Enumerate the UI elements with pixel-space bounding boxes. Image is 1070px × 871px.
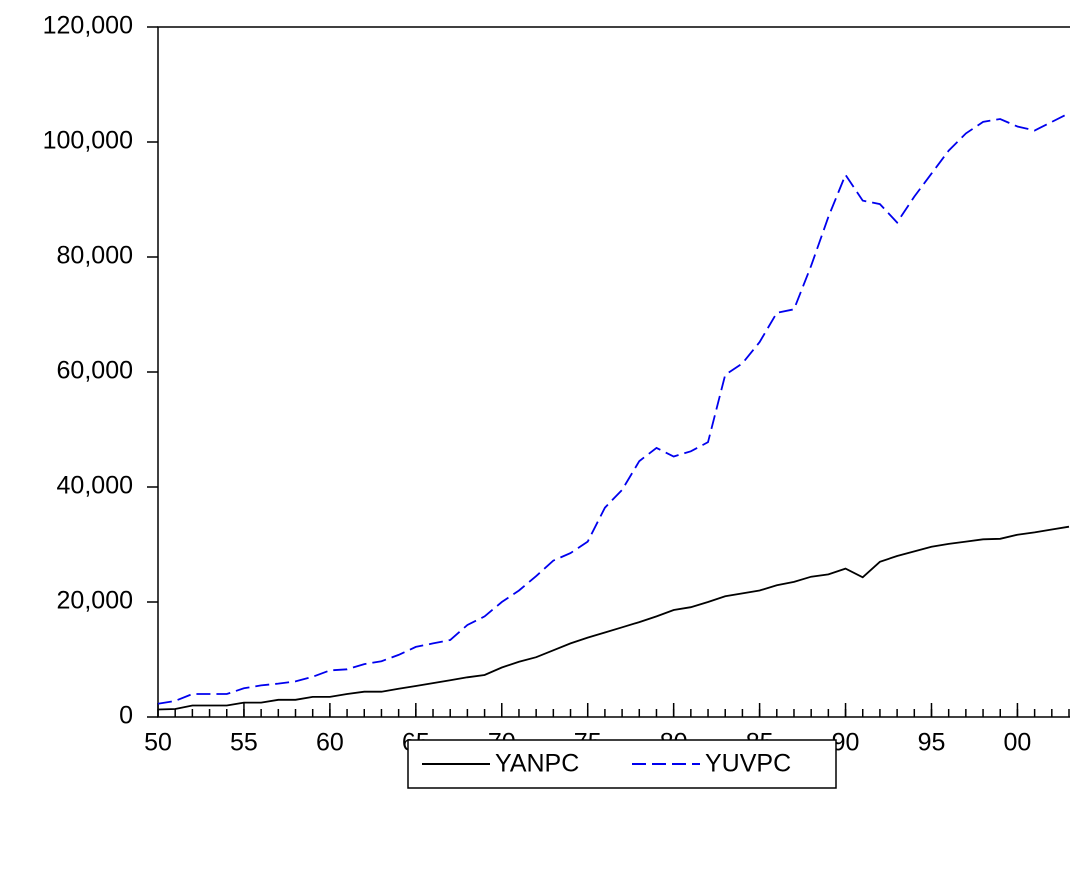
x-tick-label: 50: [144, 729, 172, 757]
series-line: [157, 112, 1070, 705]
legend-label: YUVPC: [705, 750, 791, 778]
y-tick-label: 100,000: [43, 127, 133, 155]
y-tick-label: 120,000: [43, 12, 133, 40]
y-tick-label: 0: [119, 702, 133, 730]
series-line: [157, 525, 1070, 711]
x-tick-label: 55: [230, 729, 258, 757]
x-tick-label: 95: [918, 729, 946, 757]
x-tick-label: 00: [1004, 729, 1032, 757]
y-tick-label: 20,000: [57, 587, 133, 615]
y-tick-label: 40,000: [57, 472, 133, 500]
plot-frame: [157, 26, 1070, 718]
legend-label: YANPC: [495, 750, 579, 778]
x-tick-label: 60: [316, 729, 344, 757]
y-tick-label: 60,000: [57, 357, 133, 385]
y-tick-label: 80,000: [57, 242, 133, 270]
